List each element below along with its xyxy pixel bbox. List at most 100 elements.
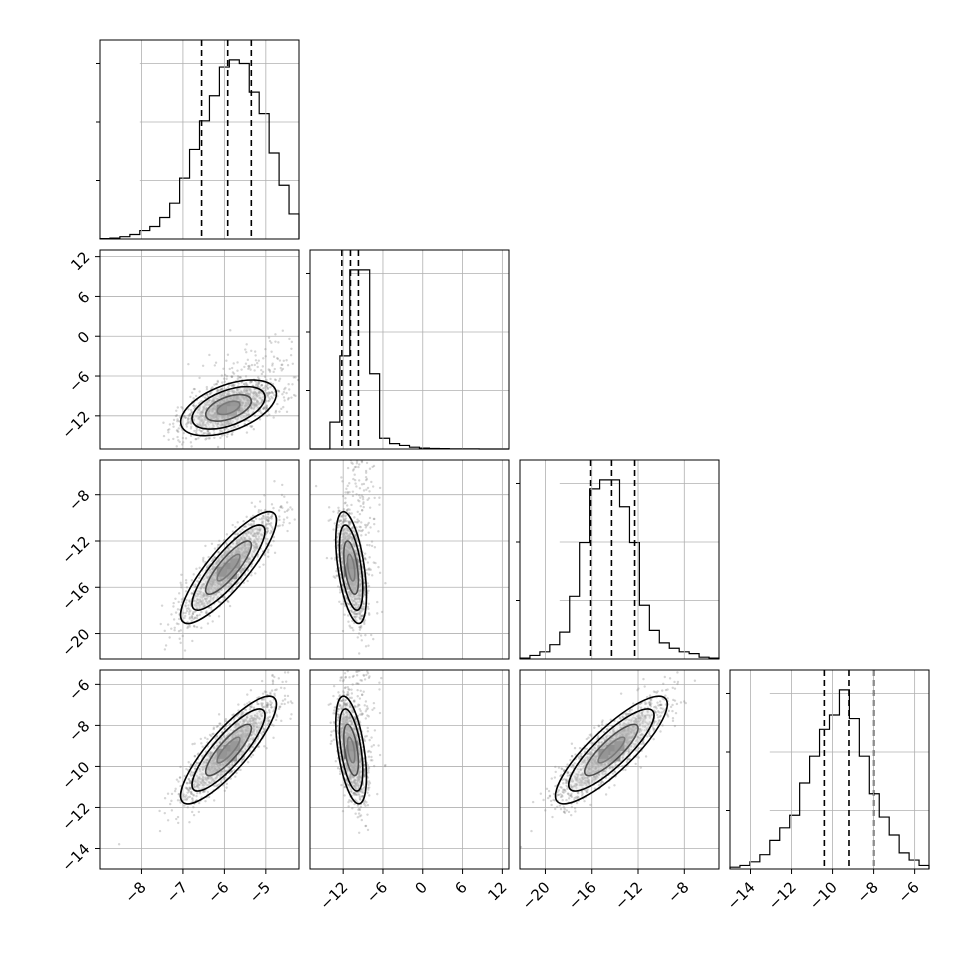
sample-point: [350, 461, 353, 464]
sample-point: [209, 583, 212, 586]
sample-point: [204, 597, 208, 601]
sample-point: [190, 619, 193, 623]
sample-point: [246, 358, 250, 362]
contour-level: [216, 400, 241, 416]
sample-point: [166, 623, 170, 626]
sample-point: [249, 391, 252, 395]
sample-point: [201, 421, 205, 424]
sample-point: [360, 521, 363, 524]
sample-point: [250, 380, 253, 384]
sample-point: [266, 529, 270, 533]
sample-point: [255, 404, 258, 407]
sample-point: [257, 391, 261, 394]
sample-point: [350, 503, 353, 507]
sample-point: [201, 602, 204, 606]
sample-point: [239, 410, 242, 414]
sample-point: [167, 431, 170, 434]
sample-point: [197, 810, 201, 814]
sample-point: [264, 523, 268, 526]
sample-point: [209, 599, 212, 602]
sample-point: [204, 418, 207, 421]
sample-point: [282, 396, 286, 399]
sample-point: [211, 413, 215, 417]
sample-point: [217, 582, 221, 586]
sample-point: [201, 595, 205, 598]
sample-point: [236, 396, 239, 400]
sample-point: [172, 418, 176, 422]
sample-point: [186, 422, 189, 425]
sample-point: [218, 590, 221, 594]
sample-point: [267, 522, 270, 525]
sample-point: [256, 406, 259, 410]
sample-point: [209, 417, 213, 420]
sample-point: [184, 437, 188, 440]
sample-point: [352, 477, 355, 481]
sample-point: [219, 555, 223, 559]
sample-point: [199, 429, 203, 433]
sample-point: [247, 558, 250, 561]
sample-point: [192, 617, 195, 621]
sample-point: [211, 583, 214, 586]
sample-point: [263, 405, 266, 409]
sample-point: [172, 425, 175, 428]
sample-point: [189, 441, 193, 444]
sample-point: [183, 616, 186, 620]
sample-point: [175, 778, 179, 781]
sample-point: [198, 421, 201, 424]
sample-point: [216, 422, 219, 426]
sample-point: [210, 584, 213, 588]
sample-point: [205, 610, 208, 613]
sample-point: [258, 528, 261, 531]
sample-point: [247, 561, 250, 565]
sample-point: [229, 396, 233, 400]
sample-point: [240, 401, 243, 404]
sample-point: [212, 425, 216, 428]
sample-point: [360, 508, 364, 512]
sample-point: [256, 532, 259, 535]
sample-point: [195, 567, 198, 571]
sample-point: [241, 402, 245, 405]
sample-point: [213, 436, 216, 439]
sample-point: [246, 413, 249, 417]
sample-point: [226, 420, 230, 424]
sample-point: [258, 528, 262, 532]
sample-point: [260, 383, 264, 387]
sample-point: [242, 543, 246, 546]
sample-point: [198, 428, 201, 432]
sample-point: [177, 821, 180, 825]
sample-point: [214, 571, 217, 574]
sample-point: [252, 519, 255, 523]
sample-point: [242, 397, 246, 401]
sample-point: [211, 567, 214, 570]
sample-point: [252, 523, 256, 526]
sample-point: [229, 397, 233, 401]
sample-point: [196, 422, 199, 426]
sample-point: [213, 587, 216, 590]
sample-point: [207, 412, 211, 415]
sample-point: [290, 347, 293, 350]
sample-point: [219, 395, 223, 399]
sample-point: [261, 522, 264, 525]
sample-point: [209, 570, 212, 573]
sample-point: [222, 400, 225, 403]
sample-point: [176, 420, 179, 423]
sample-point: [269, 377, 272, 381]
sample-point: [215, 382, 218, 386]
sample-point: [256, 531, 259, 534]
sample-point: [252, 392, 256, 396]
sample-point: [212, 399, 215, 402]
sample-point: [271, 513, 274, 516]
sample-point: [277, 509, 281, 512]
sample-point: [188, 413, 192, 416]
sample-point: [258, 525, 261, 529]
sample-point: [219, 401, 222, 405]
sample-point: [344, 491, 347, 494]
sample-point: [250, 501, 253, 505]
sample-point: [284, 666, 286, 668]
sample-point: [253, 363, 256, 367]
marginal-histogram-p4: [726, 670, 930, 869]
sample-point: [239, 547, 242, 550]
sample-point: [246, 398, 249, 401]
sample-point: [219, 423, 222, 426]
sample-point: [269, 521, 273, 525]
